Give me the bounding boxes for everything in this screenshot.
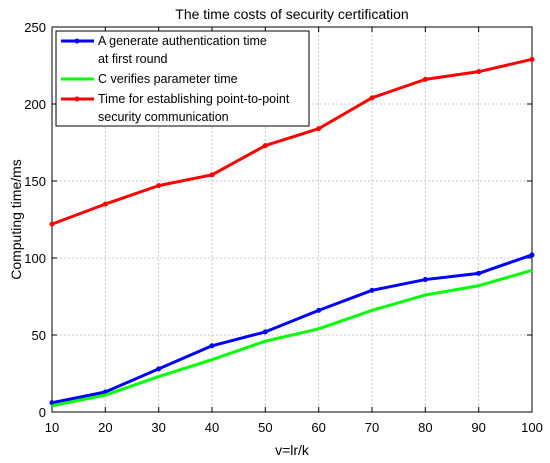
series-line-1 xyxy=(51,268,533,408)
data-point xyxy=(529,252,535,258)
x-tick-label: 60 xyxy=(311,420,325,435)
y-tick-label: 200 xyxy=(24,97,46,112)
data-point xyxy=(369,287,375,293)
x-tick-label: 20 xyxy=(98,420,112,435)
data-point xyxy=(476,69,482,75)
x-tick-label: 50 xyxy=(258,420,272,435)
y-tick-label: 100 xyxy=(24,251,46,266)
series-layer xyxy=(49,56,535,408)
legend-entry-label: A generate authentication time xyxy=(98,34,267,48)
x-axis-label: v=lr/k xyxy=(275,442,310,458)
data-point xyxy=(209,343,215,349)
data-point xyxy=(476,270,482,276)
y-tick-label: 250 xyxy=(24,20,46,35)
y-tick-label: 150 xyxy=(24,174,46,189)
chart-title: The time costs of security certification xyxy=(175,6,408,22)
data-point xyxy=(422,277,428,283)
x-tick-label: 90 xyxy=(471,420,485,435)
data-point xyxy=(262,143,268,149)
data-point xyxy=(529,56,535,62)
data-point xyxy=(422,76,428,82)
x-tick-label: 10 xyxy=(45,420,59,435)
legend-box xyxy=(55,30,310,127)
x-tick-label: 70 xyxy=(365,420,379,435)
series-line-2 xyxy=(51,57,533,226)
legend-entry-label: security communication xyxy=(98,110,229,124)
legend-marker xyxy=(74,96,80,102)
data-point xyxy=(369,95,375,101)
x-tick-label: 80 xyxy=(418,420,432,435)
y-tick-label: 0 xyxy=(39,405,46,420)
data-point xyxy=(102,201,108,207)
data-point xyxy=(156,366,162,372)
legend-entry-label: Time for establishing point-to-point xyxy=(98,92,290,106)
x-tick-label: 30 xyxy=(151,420,165,435)
data-point xyxy=(49,221,55,227)
legend-marker xyxy=(74,38,80,44)
legend: A generate authentication time at first r… xyxy=(55,30,310,127)
legend-entry-label: C verifies parameter time xyxy=(98,72,238,86)
y-axis-label: Computing time/ms xyxy=(8,159,24,280)
data-point xyxy=(156,183,162,189)
data-point xyxy=(316,307,322,313)
y-tick-label: 50 xyxy=(32,328,46,343)
data-point xyxy=(209,172,215,178)
data-point xyxy=(262,329,268,335)
plot-frame xyxy=(51,26,533,413)
data-point xyxy=(316,126,322,132)
legend-entry-label: at first round xyxy=(98,52,168,66)
axis-ticks: 10 20 30 40 50 60 70 80 90 100 0 50 100 150 200 250 xyxy=(24,20,543,435)
series-line-0 xyxy=(51,253,533,405)
x-tick-label: 100 xyxy=(521,420,543,435)
data-point xyxy=(49,400,55,406)
x-tick-label: 40 xyxy=(205,420,219,435)
